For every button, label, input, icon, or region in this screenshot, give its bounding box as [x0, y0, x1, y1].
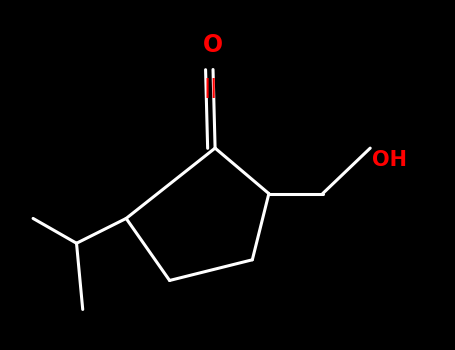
- Text: ||: ||: [204, 78, 218, 98]
- Text: O: O: [203, 33, 223, 57]
- Text: OH: OH: [372, 150, 407, 170]
